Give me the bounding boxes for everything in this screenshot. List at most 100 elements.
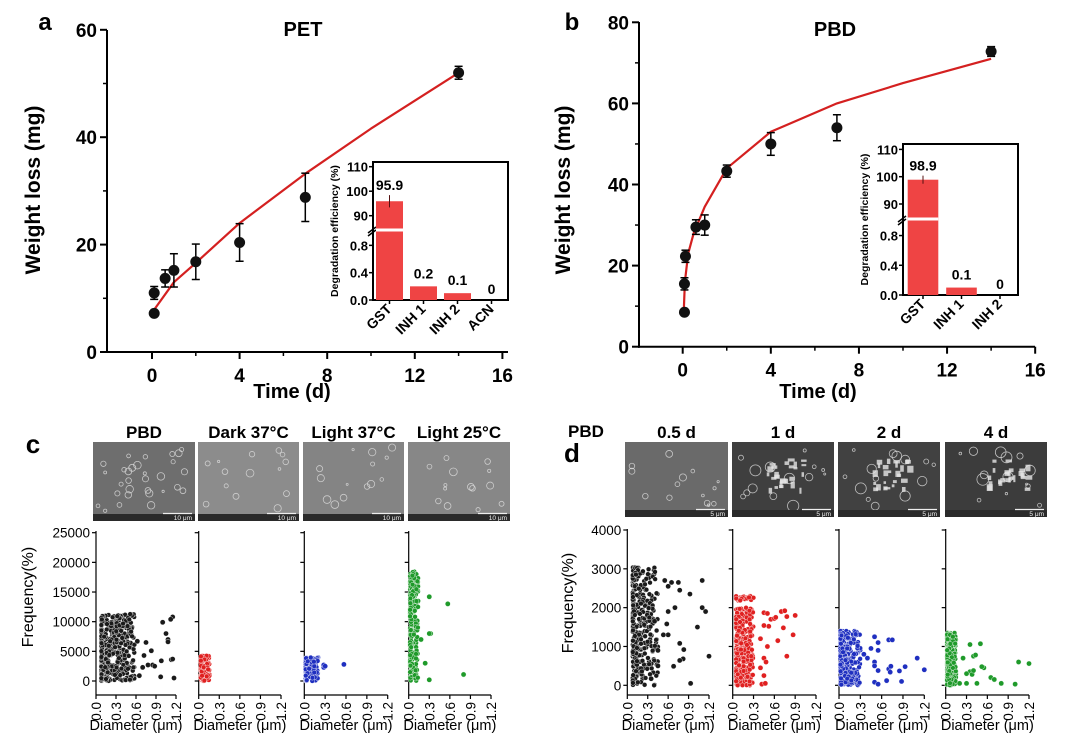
sem-feature [866, 463, 877, 474]
scatter-point [125, 666, 131, 672]
sem-feature [958, 451, 963, 456]
x-tick-label: 1.2 [702, 702, 717, 721]
sem-feature [275, 447, 283, 454]
scatter-point [141, 652, 147, 659]
scatter-point [735, 671, 741, 677]
scatter-point [650, 648, 656, 654]
scatter-point [887, 669, 893, 675]
scatter-point [411, 631, 417, 638]
scatter-point [646, 614, 652, 621]
sem-feature [628, 462, 636, 470]
y-axis-title: Weight loss (mg) [552, 106, 575, 275]
subplot: 0.5 d 5 μm 0 1000 2000 3000 4000 0.0 0.3 0.6 0.9 1.… [591, 423, 728, 734]
scatter-point [646, 591, 653, 597]
sem-feature [1004, 492, 1009, 496]
scatter-point [410, 582, 416, 588]
scatter-point [734, 633, 740, 639]
inset-y-tick-label: 110 [347, 160, 368, 175]
x-tick-label: 0.0 [402, 702, 417, 721]
sem-particle [1005, 459, 1013, 463]
sem-feature [642, 492, 649, 500]
x-tick-label: 0.6 [875, 702, 890, 721]
sem-image-background [303, 442, 404, 521]
scatter-point [947, 641, 953, 647]
sem-feature [665, 450, 673, 458]
scatter-point [763, 659, 769, 665]
x-axis-title: Diameter (μm) [728, 718, 821, 734]
sem-info-bar [408, 514, 510, 521]
sem-feature [232, 492, 240, 500]
scatter-point [746, 608, 753, 614]
sem-particle [882, 465, 889, 470]
sem-particle [873, 487, 878, 492]
scatter-point [888, 663, 894, 670]
scatter-point [665, 632, 671, 638]
sem-feature [769, 492, 778, 501]
scatter-point [889, 637, 896, 643]
inset-bar [376, 201, 403, 300]
sem-feature [628, 467, 636, 475]
scatter-point [838, 632, 845, 639]
scatter-point [951, 660, 957, 666]
scatter-point [740, 658, 747, 665]
scatter-point [633, 571, 639, 578]
x-tick-label: 1.2 [917, 702, 932, 721]
x-tick-label: 0.6 [233, 702, 248, 721]
data-point [453, 67, 465, 79]
scatter-point [630, 618, 636, 624]
scatter-point [883, 677, 890, 684]
sem-particle [1025, 464, 1031, 472]
scatter-point [143, 639, 149, 646]
scatter-point [642, 675, 649, 681]
scatter-point [165, 639, 171, 645]
sem-image: 5 μm [838, 442, 940, 518]
scatter-point [148, 647, 155, 654]
scatter-point [163, 630, 169, 637]
inset-y-tick-label: 90 [884, 197, 898, 212]
scatter-point [130, 664, 136, 670]
scatter-point [105, 659, 111, 666]
sem-feature [142, 475, 149, 483]
sem-particle [992, 468, 996, 473]
scatter-point [921, 666, 928, 673]
scatter-point [647, 624, 654, 630]
y-tick-label: 60 [608, 94, 629, 115]
scatter-point [978, 663, 985, 670]
x-tick-label: 0.0 [620, 702, 635, 721]
sem-feature [121, 467, 127, 473]
scatter-point [848, 677, 854, 684]
scatter-point [114, 650, 121, 656]
bar-value-label: 0 [488, 281, 496, 297]
scale-bar-label: 10 μm [278, 515, 296, 522]
sem-particle [883, 486, 888, 491]
scatter-point [838, 675, 844, 682]
sem-feature [273, 504, 282, 513]
x-tick-label: 8 [322, 366, 333, 387]
scatter-point [113, 637, 120, 643]
scatter-point [764, 643, 771, 650]
fit-curve [682, 57, 992, 311]
scatter-point [840, 649, 846, 655]
scatter-point [422, 660, 428, 667]
y-tick-label: 20 [76, 236, 97, 257]
scatter-point [974, 680, 980, 687]
scatter-point [699, 577, 705, 584]
scatter-point [630, 638, 636, 644]
sem-feature [169, 451, 176, 457]
sem-info-bar [303, 514, 404, 521]
sem-particle [876, 459, 883, 465]
sem-particle [788, 465, 795, 469]
inset-y-tick-label: 0.0 [880, 288, 898, 303]
x-tick-label: 0.3 [641, 702, 656, 721]
scatter-point [977, 640, 984, 647]
scatter-point [102, 664, 108, 670]
sem-feature [156, 472, 166, 481]
sem-particle [998, 481, 1003, 486]
scatter-point [653, 637, 659, 643]
scatter-point [854, 643, 861, 649]
x-tick-label: 0.0 [832, 702, 847, 721]
data-point [159, 272, 171, 284]
sem-image: 10 μm [303, 442, 404, 522]
sem-particle [801, 459, 807, 462]
sem-feature [116, 502, 123, 508]
